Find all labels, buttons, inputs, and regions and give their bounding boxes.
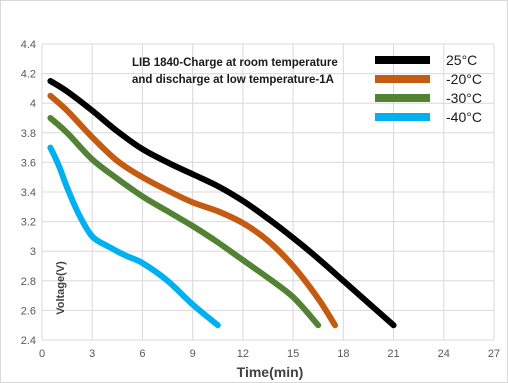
y-tick-label: 2.6 — [21, 305, 36, 317]
y-tick-label: 3 — [30, 246, 36, 258]
y-tick-label: 4 — [30, 98, 36, 110]
x-tick-label: 12 — [237, 348, 249, 360]
y-ticks: 2.4 2.6 2.8 3 3.2 3.4 3.6 3.8 4 4.2 4.4 — [21, 39, 36, 347]
series-line — [47, 144, 221, 329]
x-tick-label: 3 — [89, 348, 95, 360]
y-tick-label: 2.4 — [21, 335, 36, 347]
legend-label: -30°C — [446, 90, 482, 106]
x-tick-label: 18 — [337, 348, 349, 360]
x-tick-label: 0 — [39, 348, 45, 360]
y-tick-label: 4.4 — [21, 39, 36, 51]
legend: 25°C -20°C -30°C -40°C — [375, 52, 482, 125]
y-tick-label: 2.8 — [21, 276, 36, 288]
series-line — [47, 78, 397, 329]
x-tick-label: 15 — [287, 348, 299, 360]
chart-title-line-1: LIB 1840-Charge at room temperature — [132, 57, 338, 69]
y-tick-label: 3.6 — [21, 157, 36, 169]
legend-label: 25°C — [446, 52, 477, 68]
x-tick-label: 24 — [438, 348, 450, 360]
chart-title-line-2: and discharge at low temperature-1A — [132, 74, 334, 86]
y-tick-label: 3.8 — [21, 128, 36, 140]
y-tick-label: 4.2 — [21, 69, 36, 81]
series-lines — [47, 78, 397, 329]
series-line — [47, 115, 322, 329]
x-axis-label: Time(min) — [237, 364, 304, 380]
y-tick-label: 3.4 — [21, 187, 36, 199]
x-tick-label: 27 — [488, 348, 500, 360]
y-axis-label: Voltage(V) — [55, 261, 67, 315]
x-ticks: 0 3 6 9 12 15 18 21 24 27 — [39, 348, 500, 360]
legend-label: -20°C — [446, 71, 482, 87]
legend-label: -40°C — [446, 109, 482, 125]
series-line — [47, 92, 338, 329]
x-tick-label: 9 — [190, 348, 196, 360]
x-tick-label: 21 — [387, 348, 399, 360]
x-tick-label: 6 — [139, 348, 145, 360]
grid — [41, 43, 495, 341]
y-tick-label: 3.2 — [21, 217, 36, 229]
